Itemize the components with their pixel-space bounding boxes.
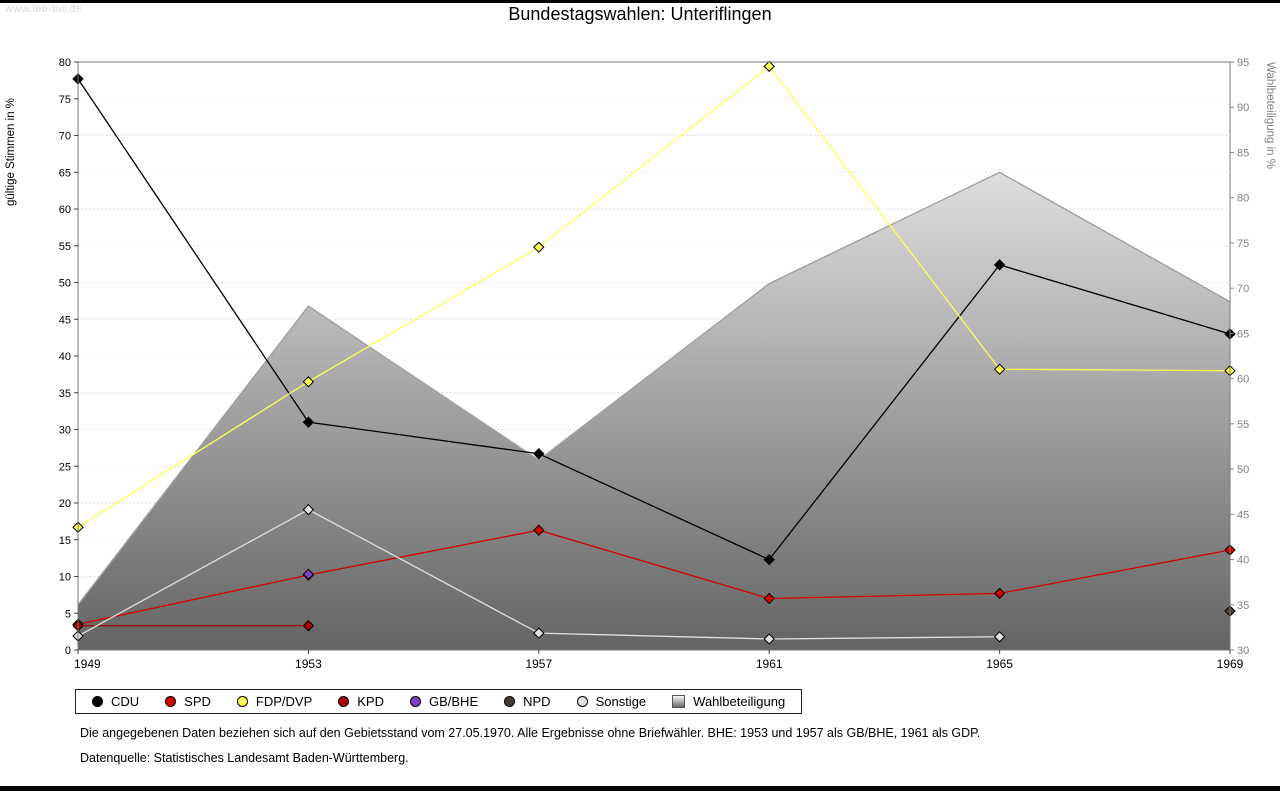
legend-item-label: Wahlbeteiligung <box>693 694 786 709</box>
turnout-area <box>78 172 1230 650</box>
page-title: Bundestagswahlen: Unteriflingen <box>508 4 772 24</box>
left-axis-tick-label: 80 <box>59 57 71 69</box>
left-axis-tick-label: 35 <box>59 388 71 400</box>
legend-marker-gbbhe-icon <box>409 696 421 707</box>
left-axis-tick-label: 60 <box>59 204 71 216</box>
footnote-data-note: Die angegebenen Daten beziehen sich auf … <box>80 726 981 740</box>
right-axis-tick-label: 75 <box>1237 238 1249 250</box>
left-axis-tick-label: 20 <box>59 498 71 510</box>
data-point-marker <box>302 416 315 428</box>
data-point-marker <box>993 631 1006 643</box>
legend-item-label: KPD <box>357 694 384 709</box>
turnout-area-outline <box>77 171 1231 606</box>
left-axis-tick-label: 30 <box>59 425 71 437</box>
data-point-marker <box>302 503 315 516</box>
bottom-border-bar <box>0 786 1280 791</box>
right-axis-tick-label: 60 <box>1237 374 1249 386</box>
right-axis-tick-label: 55 <box>1237 419 1249 431</box>
legend-item-label: FDP/DVP <box>255 694 313 709</box>
left-axis-tick-label: 65 <box>59 167 71 179</box>
legend-item-label: NPD <box>523 694 551 709</box>
left-axis-tick-label: 15 <box>59 535 71 547</box>
right-axis-tick-label: 50 <box>1237 464 1249 476</box>
left-axis-tick-label: 75 <box>59 94 71 106</box>
series-line <box>77 529 1231 625</box>
legend-item-label: CDU <box>111 694 140 709</box>
footnote-source: Datenquelle: Statistisches Landesamt Bad… <box>80 751 409 765</box>
left-axis-tick-label: 55 <box>59 241 71 253</box>
x-axis-tick-label: 1957 <box>525 657 552 671</box>
legend-marker-wahlbeteiligung-icon <box>672 695 686 708</box>
left-axis-tick-label: 0 <box>65 645 71 657</box>
data-point-marker <box>533 448 545 460</box>
data-point-marker <box>302 376 315 388</box>
legend-marker-fdpdvp-icon <box>236 696 248 707</box>
data-point-marker <box>533 627 545 639</box>
left-axis-tick-label: 5 <box>65 608 71 620</box>
left-axis-title: gültige Stimmen in % <box>5 98 17 206</box>
x-axis-tick-label: 1961 <box>756 657 783 671</box>
legend-marker-cdu-icon <box>92 696 103 707</box>
right-axis-tick-label: 85 <box>1237 147 1249 159</box>
data-point-marker <box>993 363 1006 375</box>
data-point-marker <box>302 620 315 632</box>
left-axis-tick-label: 50 <box>59 278 71 290</box>
data-point-marker <box>993 587 1006 600</box>
data-point-marker <box>993 259 1006 271</box>
data-point-marker <box>763 633 775 645</box>
top-border-bar <box>0 0 1280 3</box>
x-axis-tick-label: 1953 <box>295 657 322 671</box>
legend-item: SPD <box>165 694 211 709</box>
chart-legend: CDU SPD FDP/DVP KPD GB/BHE NPD Sonstige Wahlbet… <box>75 689 803 714</box>
legend-marker-kpd-icon <box>338 696 350 707</box>
right-axis-tick-label: 40 <box>1237 555 1249 567</box>
legend-item-label: Sonstige <box>595 694 647 709</box>
left-axis-tick-label: 10 <box>59 572 71 584</box>
left-axis-tick-label: 25 <box>59 461 71 473</box>
right-axis-tick-label: 70 <box>1237 283 1249 295</box>
x-axis-tick-label: 1949 <box>74 657 101 671</box>
legend-marker-npd-icon <box>504 696 516 707</box>
right-axis-tick-label: 90 <box>1237 102 1249 114</box>
data-point-marker <box>763 60 775 73</box>
legend-item: Sonstige <box>576 694 647 709</box>
x-axis-tick-label: 1965 <box>986 657 1013 671</box>
right-axis-tick-label: 95 <box>1237 57 1249 69</box>
data-point-marker <box>763 553 775 566</box>
series-line <box>77 78 1231 561</box>
legend-marker-spd-icon <box>165 696 177 707</box>
legend-marker-sonstige-icon <box>576 696 588 707</box>
data-point-marker <box>533 524 545 536</box>
x-axis-tick-label: 1969 <box>1217 657 1244 671</box>
right-axis-tick-label: 45 <box>1237 509 1249 521</box>
data-point-marker <box>763 592 775 605</box>
right-axis-title: Wahlbeteiligung in % <box>1264 62 1276 169</box>
right-axis-tick-label: 30 <box>1237 645 1249 657</box>
legend-item: GB/BHE <box>409 694 479 709</box>
left-axis-tick-label: 40 <box>59 351 71 363</box>
watermark: www.leo-bw.de <box>5 3 83 15</box>
right-axis-tick-label: 65 <box>1237 328 1249 340</box>
series-line <box>77 65 1231 528</box>
legend-item: FDP/DVP <box>236 694 313 709</box>
right-axis-tick-label: 80 <box>1237 193 1249 205</box>
data-point-marker <box>302 568 315 581</box>
right-axis-tick-label: 35 <box>1237 600 1249 612</box>
legend-item: Wahlbeteiligung <box>672 694 785 709</box>
legend-item: CDU <box>92 694 139 709</box>
election-chart: 0 5 10 15 20 25 30 35 40 45 50 55 60 65 70 75 80 30 35 40 45… <box>5 57 1276 671</box>
legend-item: NPD <box>504 694 551 709</box>
legend-item: KPD <box>338 694 384 709</box>
legend-item-label: GB/BHE <box>428 694 479 709</box>
data-point-marker <box>533 241 545 253</box>
legend-item-label: SPD <box>184 694 211 709</box>
left-axis-tick-label: 45 <box>59 314 71 326</box>
left-axis-tick-label: 70 <box>59 131 71 143</box>
